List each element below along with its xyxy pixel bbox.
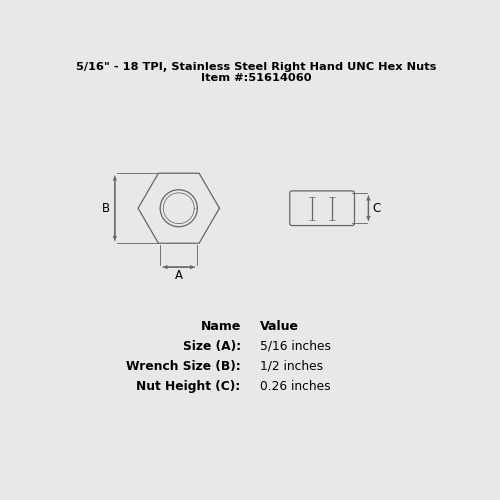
Text: 5/16 inches: 5/16 inches [260,340,331,353]
Text: A: A [175,269,183,282]
Text: Nut Height (C):: Nut Height (C): [136,380,241,393]
Text: Size (A):: Size (A): [182,340,241,353]
Text: Name: Name [200,320,241,333]
Text: 5/16" - 18 TPI, Stainless Steel Right Hand UNC Hex Nuts: 5/16" - 18 TPI, Stainless Steel Right Ha… [76,62,436,72]
Text: 1/2 inches: 1/2 inches [260,360,323,373]
Text: 0.26 inches: 0.26 inches [260,380,331,393]
Text: B: B [102,202,110,214]
Text: Wrench Size (B):: Wrench Size (B): [126,360,241,373]
Text: Item #:51614060: Item #:51614060 [201,74,312,84]
FancyBboxPatch shape [290,191,354,226]
Text: Value: Value [260,320,299,333]
Text: C: C [372,202,380,214]
